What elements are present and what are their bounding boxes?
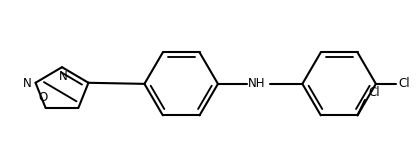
Text: N: N <box>59 69 67 82</box>
Text: Cl: Cl <box>368 86 380 99</box>
Text: N: N <box>23 77 32 90</box>
Text: Cl: Cl <box>399 77 410 90</box>
Text: O: O <box>38 91 47 104</box>
Text: NH: NH <box>248 77 265 90</box>
